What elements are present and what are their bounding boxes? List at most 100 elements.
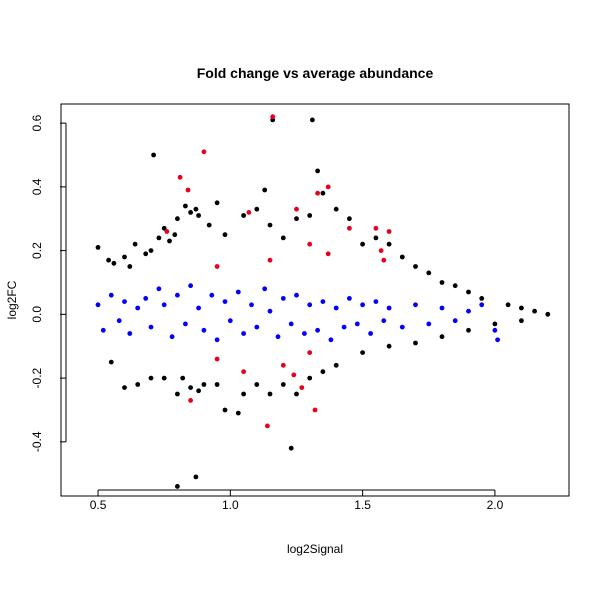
data-point bbox=[505, 302, 511, 308]
data-point bbox=[222, 299, 228, 304]
data-point bbox=[492, 321, 498, 327]
data-point bbox=[270, 114, 276, 120]
y-tick-label: 0.2 bbox=[30, 242, 44, 259]
data-point bbox=[111, 260, 117, 266]
data-point bbox=[378, 248, 384, 254]
data-point bbox=[164, 229, 170, 234]
data-point bbox=[426, 321, 432, 327]
y-axis-title: log2FC bbox=[5, 280, 19, 319]
x-tick-label: 1.5 bbox=[354, 498, 371, 512]
x-tick-label: 1.0 bbox=[222, 498, 239, 512]
data-point bbox=[492, 327, 498, 333]
data-point bbox=[193, 474, 199, 480]
data-point bbox=[381, 318, 387, 324]
data-point bbox=[426, 270, 432, 276]
x-tick-label: 2.0 bbox=[487, 498, 504, 512]
data-point bbox=[249, 302, 254, 308]
data-point bbox=[241, 369, 247, 375]
data-point bbox=[214, 337, 220, 343]
data-point bbox=[325, 251, 331, 257]
data-point bbox=[175, 292, 180, 298]
data-point bbox=[201, 382, 207, 387]
data-point bbox=[254, 206, 260, 212]
data-point bbox=[122, 385, 127, 390]
data-point bbox=[325, 184, 331, 190]
x-tick-label: 0.5 bbox=[90, 498, 107, 512]
data-point bbox=[201, 327, 207, 333]
data-point bbox=[188, 398, 194, 403]
data-point bbox=[175, 484, 180, 489]
data-point bbox=[288, 445, 294, 451]
data-point bbox=[347, 216, 352, 222]
data-point bbox=[399, 254, 405, 260]
data-point bbox=[307, 350, 313, 355]
data-point bbox=[267, 222, 273, 228]
data-point bbox=[360, 350, 365, 355]
data-point bbox=[108, 359, 114, 365]
data-point bbox=[439, 334, 445, 340]
data-point bbox=[167, 238, 172, 244]
data-point bbox=[386, 241, 392, 247]
data-point bbox=[172, 232, 178, 238]
y-tick-label: 0.6 bbox=[30, 114, 44, 131]
data-point bbox=[188, 283, 194, 289]
data-point bbox=[519, 318, 524, 324]
data-point bbox=[151, 152, 157, 158]
data-point bbox=[466, 308, 471, 314]
data-point bbox=[161, 375, 167, 381]
data-point bbox=[360, 241, 365, 247]
data-point bbox=[333, 305, 339, 311]
data-point bbox=[519, 305, 524, 311]
data-point bbox=[299, 385, 305, 390]
data-point bbox=[307, 213, 313, 218]
data-point bbox=[280, 296, 286, 301]
data-point bbox=[132, 241, 138, 247]
data-point bbox=[479, 296, 485, 301]
data-point bbox=[452, 283, 458, 289]
data-point bbox=[381, 257, 387, 263]
data-point bbox=[100, 327, 106, 333]
data-point bbox=[386, 305, 392, 311]
data-point bbox=[439, 305, 445, 311]
data-point bbox=[294, 216, 299, 222]
data-point bbox=[180, 375, 186, 381]
data-point bbox=[169, 334, 175, 340]
data-point bbox=[532, 308, 537, 314]
data-point bbox=[294, 206, 299, 212]
data-point bbox=[246, 210, 252, 215]
data-point bbox=[175, 216, 180, 222]
y-tick-label: -0.4 bbox=[30, 431, 44, 452]
data-point bbox=[294, 391, 299, 397]
data-point bbox=[280, 382, 286, 387]
data-point bbox=[466, 327, 471, 333]
data-point bbox=[386, 343, 392, 349]
data-point bbox=[294, 292, 299, 298]
data-point bbox=[439, 280, 445, 285]
data-point bbox=[320, 299, 326, 304]
data-point bbox=[188, 210, 194, 215]
data-point bbox=[368, 331, 373, 336]
data-point bbox=[254, 382, 260, 387]
data-point bbox=[241, 213, 247, 218]
data-point bbox=[312, 407, 318, 413]
data-point bbox=[188, 385, 194, 390]
data-point bbox=[156, 286, 162, 292]
points-layer bbox=[95, 114, 551, 489]
data-point bbox=[235, 289, 241, 295]
data-point bbox=[452, 318, 458, 324]
data-point bbox=[262, 187, 268, 193]
data-point bbox=[479, 302, 485, 308]
data-point bbox=[280, 235, 286, 241]
data-point bbox=[267, 308, 273, 314]
data-point bbox=[106, 257, 111, 263]
data-point bbox=[135, 305, 141, 311]
data-point bbox=[116, 318, 122, 324]
data-point bbox=[328, 337, 334, 343]
data-point bbox=[545, 311, 551, 317]
data-point bbox=[333, 206, 339, 212]
data-point bbox=[307, 375, 313, 381]
data-point bbox=[235, 410, 241, 416]
data-point bbox=[320, 190, 326, 196]
data-point bbox=[214, 264, 220, 269]
